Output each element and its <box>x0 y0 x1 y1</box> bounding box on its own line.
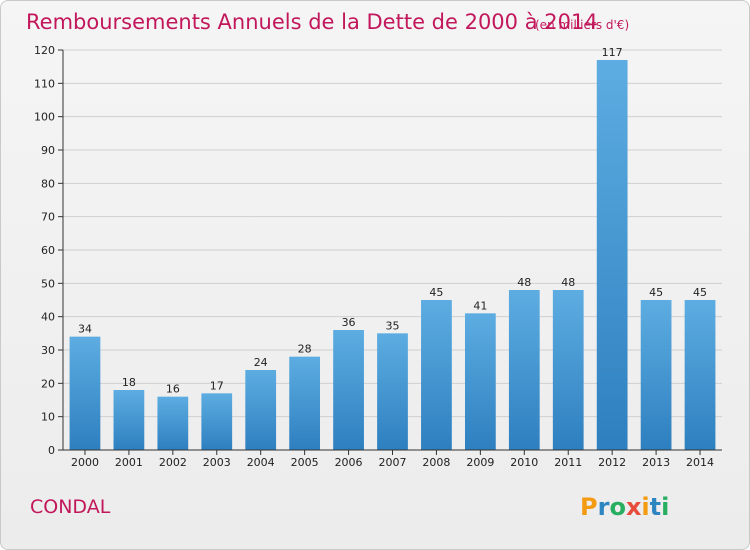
brand-letter: t <box>650 493 661 521</box>
bar <box>377 333 408 450</box>
brand-letter: o <box>609 493 626 521</box>
bar-value-label: 16 <box>166 383 180 396</box>
y-tick-label: 0 <box>48 444 55 457</box>
bar <box>596 60 628 450</box>
bar-value-label: 36 <box>342 316 356 329</box>
bar <box>640 300 672 450</box>
bar-value-label: 45 <box>693 286 707 299</box>
y-tick-label: 20 <box>41 377 55 390</box>
x-tick-label: 2013 <box>642 456 670 469</box>
y-tick-label: 30 <box>41 344 55 357</box>
bar-value-label: 48 <box>561 276 575 289</box>
x-tick-label: 2011 <box>554 456 582 469</box>
y-tick-label: 60 <box>41 244 55 257</box>
chart-unit-note: (en milliers d'€) <box>535 18 629 32</box>
y-tick-label: 90 <box>41 144 55 157</box>
proxiti-logo: Proxiti <box>580 493 669 521</box>
x-tick-label: 2008 <box>422 456 450 469</box>
y-tick-label: 80 <box>41 177 55 190</box>
brand-letter: i <box>661 493 669 521</box>
bar <box>508 290 540 450</box>
place-name: CONDAL <box>30 496 111 518</box>
bar-value-label: 48 <box>517 276 531 289</box>
x-tick-label: 2001 <box>115 456 143 469</box>
chart-title: Remboursements Annuels de la Dette de 20… <box>26 10 598 34</box>
bar <box>289 356 321 450</box>
bar <box>552 290 584 450</box>
bar-value-label: 41 <box>473 299 487 312</box>
brand-letter: i <box>641 493 649 521</box>
y-tick-label: 110 <box>34 77 55 90</box>
x-tick-label: 2014 <box>686 456 714 469</box>
bar <box>464 313 496 450</box>
x-tick-label: 2003 <box>203 456 231 469</box>
y-tick-label: 40 <box>41 311 55 324</box>
bar <box>69 336 101 450</box>
bar-value-label: 34 <box>78 323 92 336</box>
bar-value-label: 45 <box>649 286 663 299</box>
bar-value-label: 17 <box>210 379 224 392</box>
bar <box>421 300 452 450</box>
x-tick-label: 2012 <box>598 456 626 469</box>
brand-letter: P <box>580 493 598 521</box>
x-tick-label: 2009 <box>466 456 494 469</box>
bar <box>157 396 189 450</box>
x-tick-label: 2006 <box>335 456 363 469</box>
y-tick-label: 120 <box>34 44 55 57</box>
bar <box>684 300 716 450</box>
x-tick-label: 2004 <box>247 456 275 469</box>
x-tick-label: 2000 <box>71 456 99 469</box>
bar-value-label: 45 <box>429 286 443 299</box>
x-tick-label: 2007 <box>379 456 407 469</box>
bar <box>245 370 277 450</box>
y-tick-label: 100 <box>34 111 55 124</box>
y-tick-label: 10 <box>41 411 55 424</box>
bar-value-label: 117 <box>602 46 623 59</box>
bar <box>201 393 233 450</box>
brand-letter: r <box>598 493 610 521</box>
bar-value-label: 24 <box>254 356 268 369</box>
x-axis-ticks: 2000 2001 2002 2003 2004 2005 2006 2007 2008 2009… <box>71 450 714 469</box>
y-tick-label: 50 <box>41 277 55 290</box>
x-tick-label: 2010 <box>510 456 538 469</box>
bar-value-label: 35 <box>386 319 400 332</box>
brand-letter: x <box>626 493 642 521</box>
bar-value-label: 18 <box>122 376 136 389</box>
bar <box>333 330 364 450</box>
y-tick-label: 70 <box>41 211 55 224</box>
value-labels: 34 18 16 17 24 28 36 35 45 41 48 48 117 45 45 <box>78 46 707 396</box>
y-axis-ticks: 0 10 20 30 40 50 60 70 80 90 100 110 120 <box>34 44 63 457</box>
bars <box>69 60 716 450</box>
bar-value-label: 28 <box>298 343 312 356</box>
x-tick-label: 2005 <box>291 456 319 469</box>
x-tick-label: 2002 <box>159 456 187 469</box>
bar <box>113 390 145 450</box>
